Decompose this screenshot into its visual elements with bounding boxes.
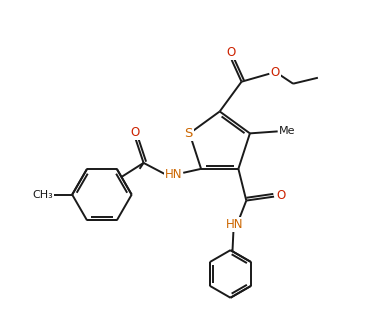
Text: Me: Me xyxy=(279,126,296,136)
Text: S: S xyxy=(184,127,193,140)
Text: O: O xyxy=(130,126,139,139)
Text: CH₃: CH₃ xyxy=(32,190,53,200)
Text: O: O xyxy=(276,189,286,202)
Text: O: O xyxy=(226,47,235,59)
Text: O: O xyxy=(271,66,280,79)
Text: HN: HN xyxy=(165,168,182,181)
Text: HN: HN xyxy=(226,218,243,231)
